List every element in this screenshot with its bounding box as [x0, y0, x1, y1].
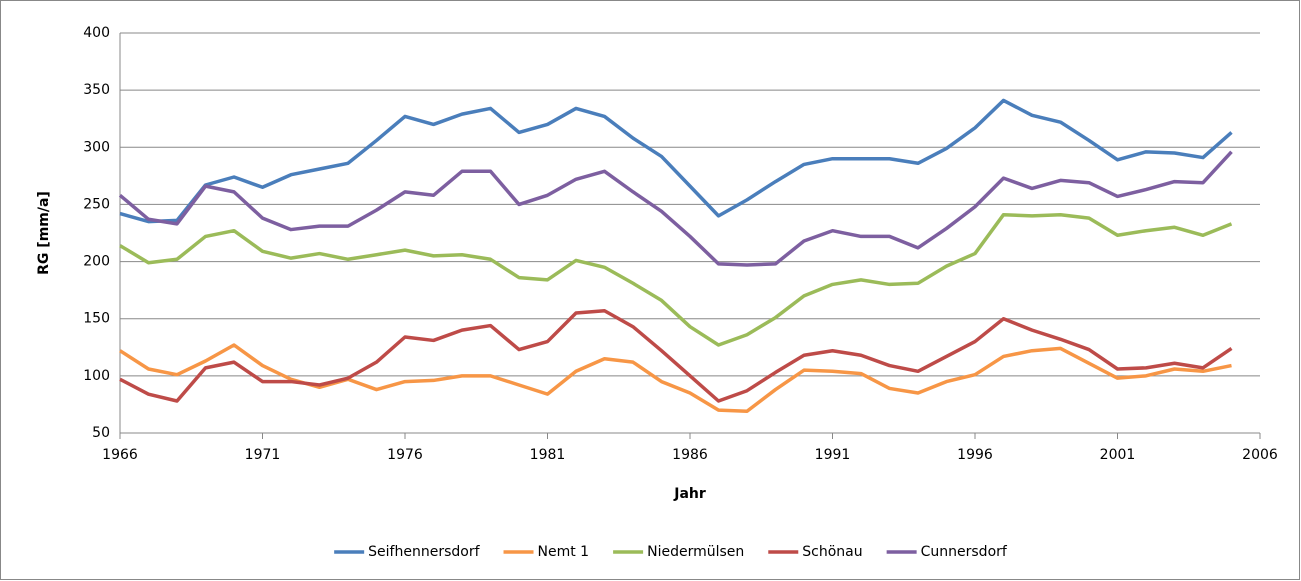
x-tick-label: 1966: [102, 447, 138, 463]
x-tick-label: 1986: [672, 447, 708, 463]
legend-label: Schönau: [802, 544, 862, 560]
legend-label: Nemt 1: [538, 544, 590, 560]
y-tick-label: 100: [83, 368, 110, 384]
y-tick-label: 200: [83, 254, 110, 270]
y-tick-label: 250: [83, 196, 110, 212]
line: [119, 212, 1233, 347]
x-tick-label: 1996: [957, 447, 993, 463]
x-axis-title: Jahr: [673, 486, 706, 502]
x-tick-label: 2001: [1100, 447, 1136, 463]
x-tick-label: 1981: [530, 447, 566, 463]
line: [119, 308, 1233, 403]
y-tick-label: 350: [83, 82, 110, 98]
x-tick-label: 1976: [387, 447, 423, 463]
legend-label: Cunnersdorf: [921, 544, 1008, 560]
x-tick-label: 2006: [1242, 447, 1278, 463]
legend-label: Niedermülsen: [647, 544, 744, 560]
y-tick-label: 150: [83, 311, 110, 327]
line: [119, 98, 1233, 224]
y-tick-label: 400: [83, 25, 110, 41]
y-tick-label: 50: [92, 425, 110, 441]
x-tick-label: 1991: [815, 447, 851, 463]
y-tick-label: 300: [83, 139, 110, 155]
y-axis-title: RG [mm/a]: [36, 191, 52, 275]
legend-label: Seifhennersdorf: [368, 544, 480, 560]
line: [118, 150, 1233, 267]
x-tick-label: 1971: [245, 447, 281, 463]
